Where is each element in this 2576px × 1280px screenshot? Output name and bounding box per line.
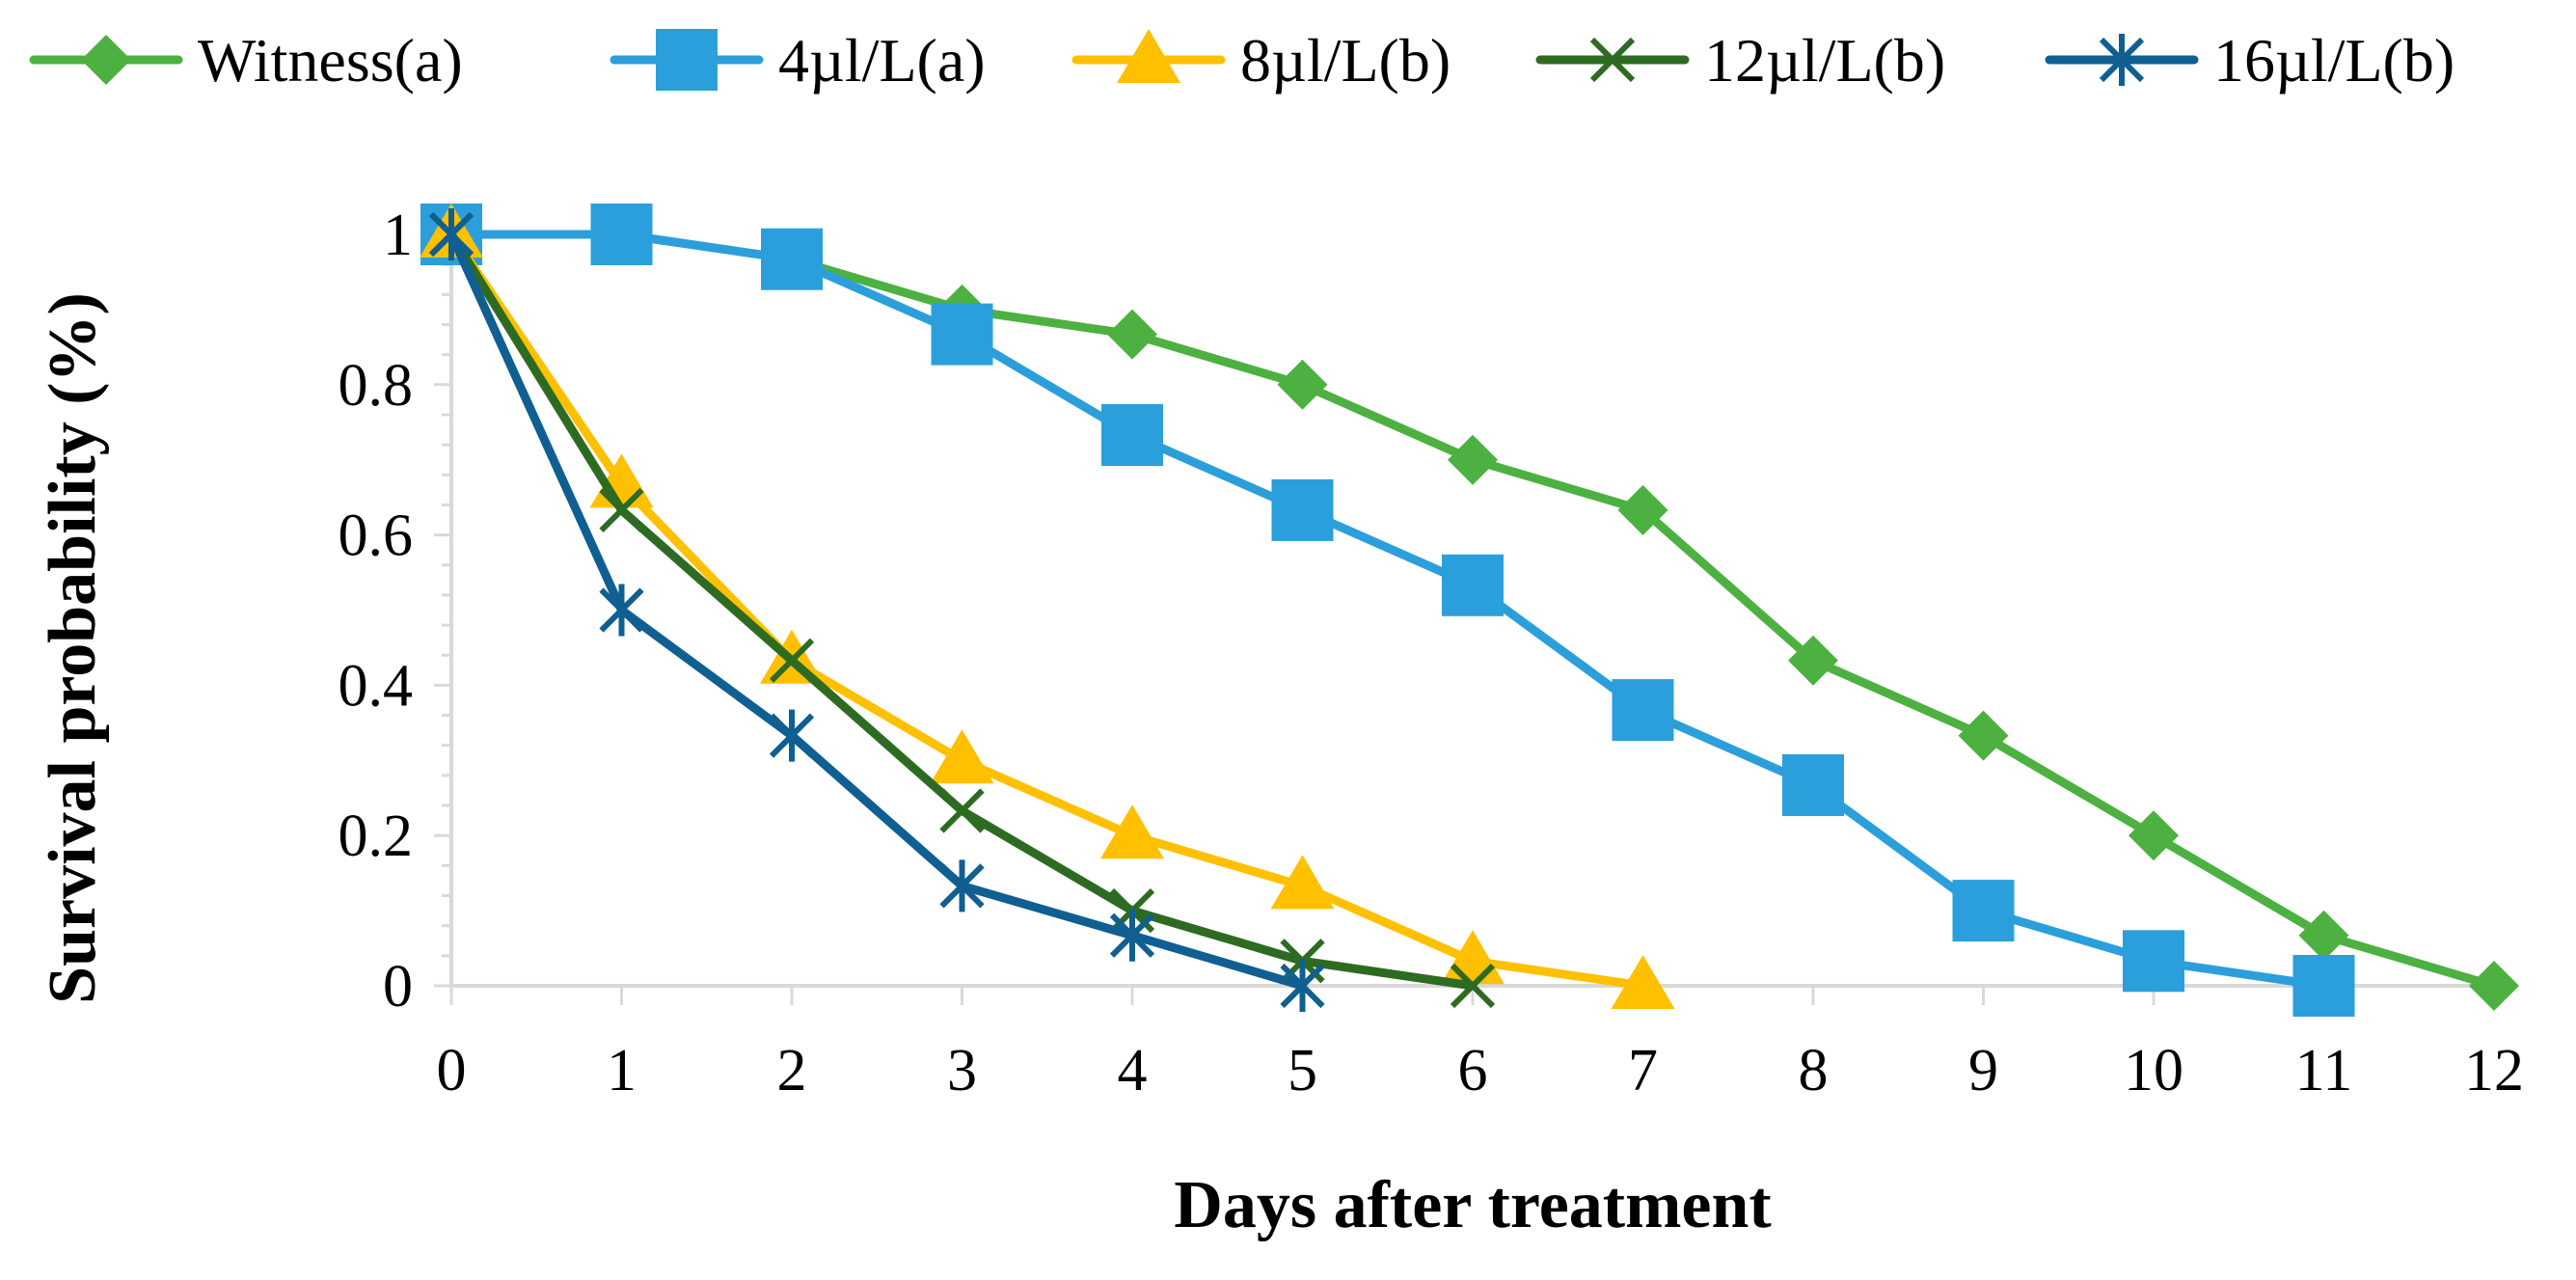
- data-point-16ul-l-b: [428, 208, 475, 260]
- legend-item-4ul-l-a: 4µl/L(a): [610, 26, 986, 95]
- x-tick-label: 3: [947, 1038, 977, 1103]
- legend-swatch-marker: [1117, 29, 1180, 83]
- y-tick-label: 0: [383, 954, 413, 1020]
- series-16ul-l-b: [428, 208, 1325, 1012]
- series-layer: [420, 204, 2519, 1017]
- y-tick-label: 0.4: [339, 653, 414, 719]
- data-point-witness-a: [1788, 635, 1838, 686]
- legend-swatch-marker: [656, 29, 718, 91]
- data-point-8ul-l-b: [1611, 955, 1675, 1009]
- data-point-4ul-l-a: [590, 204, 653, 265]
- data-point-12ul-l-b-stroke: [1450, 963, 1496, 1009]
- legend-item-witness-a: Witness(a): [29, 26, 463, 95]
- data-point-4ul-l-a: [1442, 554, 1504, 616]
- series-8ul-l-b: [420, 204, 1675, 1009]
- data-point-16ul-l-b: [939, 859, 985, 912]
- x-tick-label: 0: [437, 1038, 467, 1103]
- y-tick-label: 0.6: [339, 504, 414, 569]
- data-point-12ul-l-b: [939, 788, 985, 833]
- y-axis: 0 0.2 0.4 0.6 0.8 1: [339, 203, 453, 1020]
- legend-label: 12µl/L(b): [1704, 26, 1945, 95]
- data-point-8ul-l-b: [1270, 855, 1335, 910]
- data-point-4ul-l-a: [1782, 754, 1844, 817]
- y-tick-label: 0.8: [339, 353, 414, 419]
- data-point-12ul-l-b-stroke: [599, 487, 644, 533]
- x-tick-label: 2: [777, 1038, 807, 1103]
- legend-label: 16µl/L(b): [2213, 26, 2454, 95]
- x-tick-label: 11: [2295, 1038, 2353, 1103]
- legend-item-8ul-l-b: 8µl/L(b): [1071, 26, 1451, 95]
- x-tick-label: 5: [1288, 1038, 1317, 1103]
- legend-item-16ul-l-b: 16µl/L(b): [2045, 26, 2454, 95]
- data-point-8ul-l-b: [1441, 930, 1505, 985]
- data-point-4ul-l-a: [2123, 930, 2184, 993]
- data-point-witness-a: [2469, 961, 2519, 1011]
- data-point-12ul-l-b: [599, 487, 644, 533]
- x-tick-label: 7: [1628, 1038, 1658, 1103]
- data-point-12ul-l-b-stroke: [939, 788, 985, 833]
- legend-label: 4µl/L(a): [778, 26, 986, 95]
- data-point-12ul-l-b-stroke: [769, 638, 815, 683]
- data-point-witness-a: [2129, 810, 2179, 861]
- series-line-8ul-l-b: [447, 230, 1647, 991]
- data-point-12ul-l-b: [1450, 963, 1496, 1009]
- data-point-8ul-l-b: [1100, 804, 1164, 859]
- y-tick-label: 1: [383, 203, 413, 268]
- x-tick-label: 1: [607, 1038, 637, 1103]
- series-4ul-l-a: [420, 204, 2355, 1017]
- legend-swatch-marker: [1589, 37, 1636, 83]
- data-point-16ul-l-b: [599, 584, 644, 637]
- data-point-witness-a: [1448, 434, 1498, 485]
- y-axis-title: Survival probability (%): [36, 292, 110, 1004]
- legend-item-12ul-l-b: 12µl/L(b): [1535, 26, 1945, 95]
- data-point-4ul-l-a: [2292, 955, 2355, 1017]
- legend-label: 8µl/L(b): [1240, 26, 1451, 95]
- data-point-8ul-l-b: [930, 729, 994, 784]
- legend-swatch-marker: [81, 35, 131, 85]
- legend-label: Witness(a): [198, 26, 463, 95]
- x-tick-label: 10: [2124, 1038, 2183, 1103]
- legend-swatch-marker: [2099, 34, 2145, 86]
- x-tick-label: 12: [2464, 1038, 2524, 1103]
- data-point-4ul-l-a: [1952, 880, 2015, 942]
- data-point-4ul-l-a: [1101, 403, 1163, 466]
- data-point-4ul-l-a: [931, 303, 993, 366]
- x-axis: 0 1 2 3 4 5 6 7 8 9 10 11 12: [437, 984, 2524, 1103]
- data-point-witness-a: [1958, 710, 2009, 761]
- data-point-4ul-l-a: [1612, 679, 1674, 742]
- data-point-witness-a: [1617, 484, 1668, 535]
- data-point-12ul-l-b: [769, 638, 815, 683]
- x-tick-label: 8: [1799, 1038, 1829, 1103]
- x-tick-label: 9: [1968, 1038, 1998, 1103]
- x-tick-label: 4: [1118, 1038, 1148, 1103]
- data-point-witness-a: [1277, 359, 1328, 410]
- data-point-witness-a: [2298, 910, 2349, 961]
- data-point-4ul-l-a: [761, 228, 823, 290]
- data-point-16ul-l-b: [769, 709, 815, 762]
- x-axis-title: Days after treatment: [1174, 1168, 1771, 1242]
- data-point-16ul-l-b: [1280, 960, 1325, 1012]
- legend-swatch-marker-stroke: [1589, 37, 1636, 83]
- data-point-4ul-l-a: [1271, 478, 1334, 541]
- data-point-16ul-l-b: [1109, 909, 1155, 962]
- data-point-witness-a: [1107, 309, 1157, 360]
- series-line-16ul-l-b: [447, 230, 1307, 991]
- legend: Witness(a) 4µl/L(a) 8µl/L(b) 12µl/L(b) 16µl/…: [29, 26, 2454, 95]
- y-tick-label: 0.2: [339, 803, 414, 869]
- x-tick-label: 6: [1458, 1038, 1488, 1103]
